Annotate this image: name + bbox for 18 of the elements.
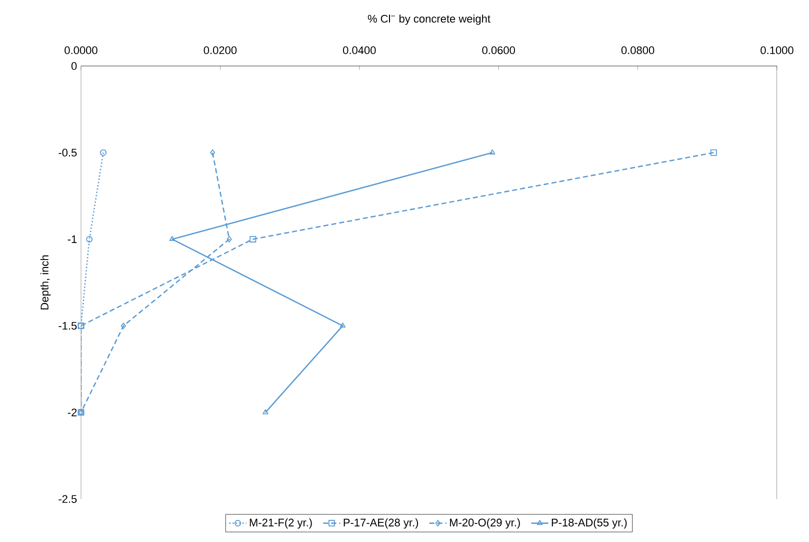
y-tick-label: -2.5 bbox=[58, 495, 77, 503]
legend-label: P-17-AE(28 yr.) bbox=[344, 518, 418, 529]
y-axis-title: Depth, inch bbox=[40, 255, 51, 310]
x-tick-label: 0.0800 bbox=[621, 46, 654, 54]
y-tick-label: -2 bbox=[68, 408, 77, 416]
legend-label: P-18-AD(55 yr.) bbox=[552, 518, 627, 529]
x-tick-label: 0.1000 bbox=[760, 46, 794, 54]
x-axis-title: % Cl$^{−}$ by concrete weight bbox=[368, 14, 490, 25]
legend-label: M-21-F(2 yr.) bbox=[250, 518, 312, 529]
legend-label: M-20-O(29 yr.) bbox=[450, 518, 520, 529]
y-tick-label: -1 bbox=[68, 235, 77, 243]
x-tick-label: 0.0000 bbox=[64, 46, 98, 54]
y-tick-label: -1.5 bbox=[58, 322, 77, 330]
y-tick-label: 0 bbox=[71, 62, 77, 70]
x-tick-label: 0.0200 bbox=[204, 46, 237, 54]
x-tick-label: 0.0400 bbox=[343, 46, 376, 54]
x-tick-label: 0.0600 bbox=[482, 46, 515, 54]
y-tick-label: -0.5 bbox=[58, 148, 77, 156]
